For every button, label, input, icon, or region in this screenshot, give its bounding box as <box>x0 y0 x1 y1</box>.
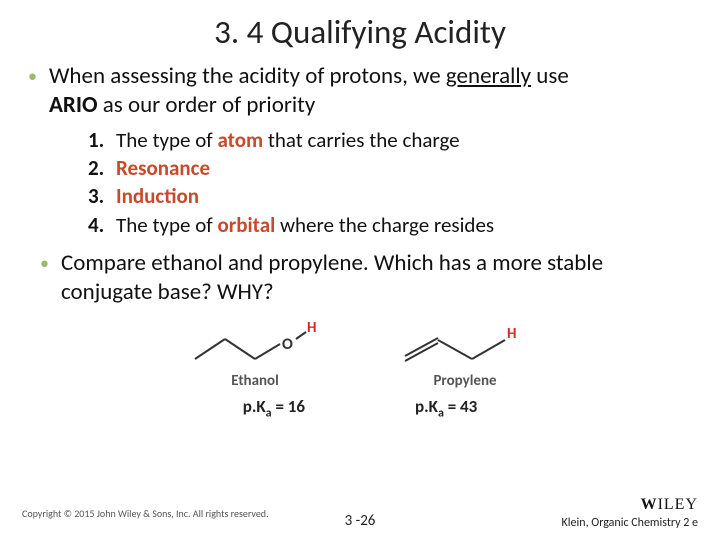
list-text-1: The type of atom that carries the charge <box>116 126 460 154</box>
list-item: 2. Resonance <box>88 154 692 182</box>
molecule-diagrams: O H Ethanol H Propylene <box>28 314 692 390</box>
ethanol-block: O H Ethanol <box>180 314 330 390</box>
svg-text:H: H <box>507 325 516 343</box>
bullet-dot-icon: • <box>28 62 37 90</box>
ario-label: ARIO <box>49 91 98 119</box>
ethanol-label: Ethanol <box>231 372 279 390</box>
list-item: 3. Induction <box>88 182 692 210</box>
list-num-2: 2. <box>88 154 116 182</box>
ethanol-structure-icon: O H <box>180 314 330 370</box>
svg-text:O: O <box>282 335 293 354</box>
slide-title: 3. 4 Qualifying Acidity <box>28 12 692 52</box>
list-text-3: Induction <box>116 182 199 210</box>
list-item: 1. The type of atom that carries the cha… <box>88 126 692 154</box>
bullet-1-post: use <box>531 62 569 90</box>
page-number: 3 -26 <box>345 512 376 530</box>
propylene-label: Propylene <box>433 372 496 390</box>
list-num-3: 3. <box>88 182 116 210</box>
t4-pre: The type of <box>116 212 217 238</box>
bullet-1-pre: When assessing the acidity of protons, w… <box>49 62 446 90</box>
bullet-dot-icon: • <box>40 249 49 277</box>
pka-row: p.Ka = 16 p.Ka = 43 <box>28 396 692 420</box>
t1-post: that carries the charge <box>263 127 460 153</box>
list-num-1: 1. <box>88 126 116 154</box>
pka-ethanol: p.Ka = 16 <box>243 396 305 420</box>
list-item: 4. The type of orbital where the charge … <box>88 211 692 239</box>
t4-accent: orbital <box>217 212 275 238</box>
textbook-ref: Klein, Organic Chemistry 2 e <box>562 516 698 530</box>
copyright-text: Copyright © 2015 John Wiley & Sons, Inc.… <box>22 507 269 520</box>
bullet-1-line2-rest: as our order of priority <box>98 91 316 119</box>
propylene-structure-icon: H <box>390 314 540 370</box>
pka-propylene: p.Ka = 43 <box>415 396 477 420</box>
svg-text:H: H <box>307 319 316 337</box>
t4-post: where the charge resides <box>275 212 494 238</box>
list-text-4: The type of orbital where the charge res… <box>116 211 494 239</box>
bullet-1-underlined: generally <box>446 62 531 90</box>
bullet-1-text: When assessing the acidity of protons, w… <box>49 62 569 120</box>
t1-pre: The type of <box>116 127 217 153</box>
bullet-2-text: Compare ethanol and propylene. Which has… <box>61 249 692 307</box>
wiley-logo-icon: WILEY <box>641 496 698 514</box>
bullet-2: • Compare ethanol and propylene. Which h… <box>40 249 692 307</box>
footer-right: WILEY Klein, Organic Chemistry 2 e <box>562 496 698 530</box>
t1-accent: atom <box>217 127 263 153</box>
list-text-2: Resonance <box>116 154 210 182</box>
bullet-1: • When assessing the acidity of protons,… <box>28 62 692 120</box>
ario-list: 1. The type of atom that carries the cha… <box>88 126 692 239</box>
slide-footer: Copyright © 2015 John Wiley & Sons, Inc.… <box>0 496 720 530</box>
list-num-4: 4. <box>88 211 116 239</box>
propylene-block: H Propylene <box>390 314 540 390</box>
